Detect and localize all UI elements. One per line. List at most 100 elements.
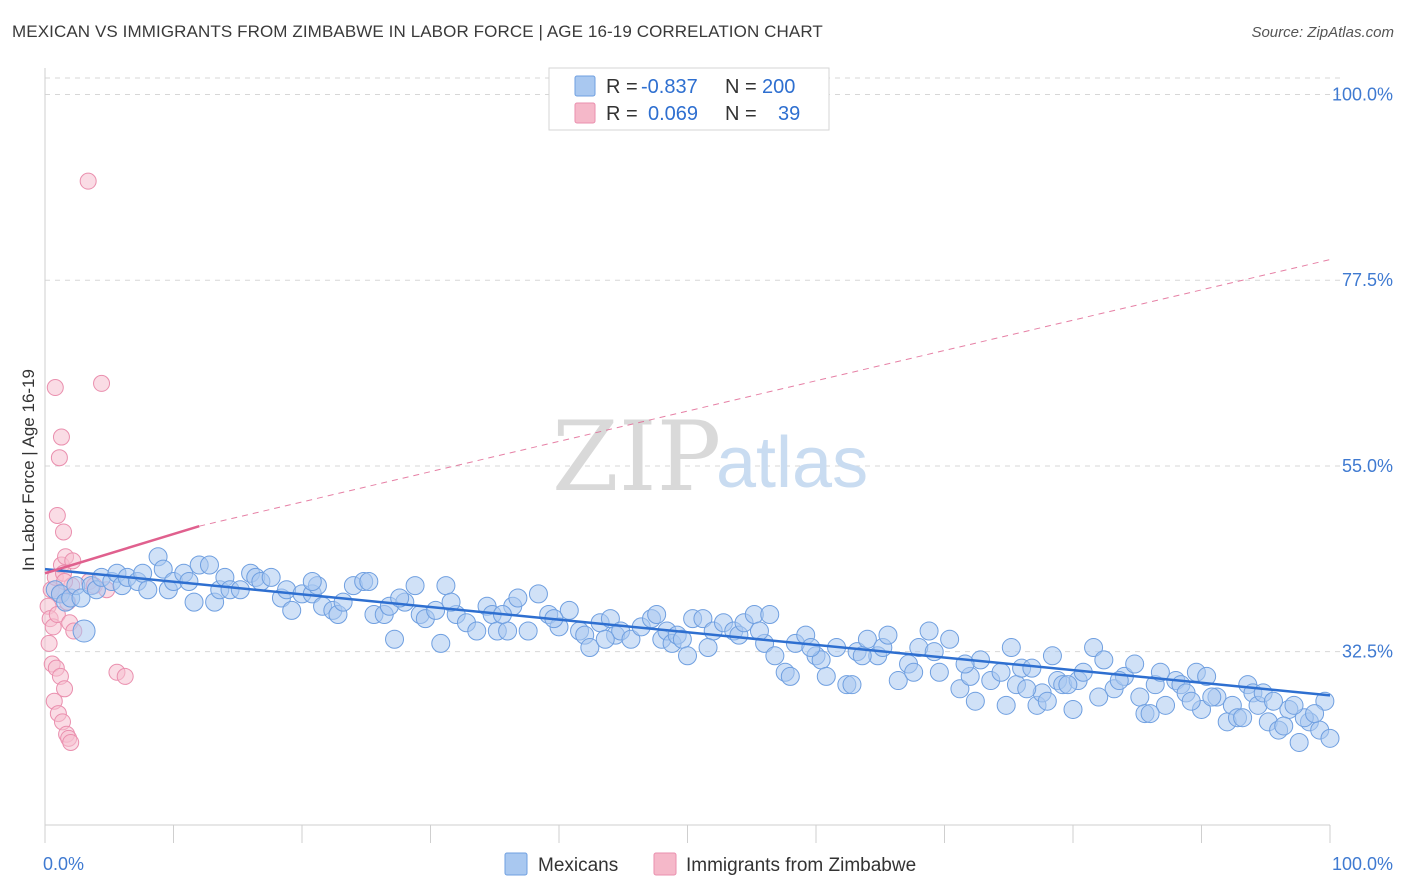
zimbabwe-point <box>93 374 111 392</box>
mexican-point <box>698 638 718 658</box>
mexicans-trend-line <box>44 567 1331 697</box>
mexican-point <box>1058 675 1078 695</box>
mexican-point <box>816 666 836 686</box>
legend-r-label: R = <box>606 103 638 125</box>
zimbabwe-point <box>116 667 134 685</box>
legend-bottom-swatch-mexicans <box>504 852 528 876</box>
legend-top: R = -0.837 N = 200 R = 0.069 N = 39 <box>548 67 830 131</box>
mexican-point <box>760 605 780 625</box>
mexican-point <box>749 621 769 641</box>
mexican-point <box>621 629 641 649</box>
mexican-point <box>765 646 785 666</box>
legend-n-value: 39 <box>778 103 800 125</box>
mexican-point <box>1202 687 1222 707</box>
x-tick-labels: 0.0% 100.0% <box>43 854 1393 874</box>
mexican-point <box>780 666 800 686</box>
mexican-point <box>1125 654 1145 674</box>
mexican-point <box>431 633 451 653</box>
mexican-point <box>1274 716 1294 736</box>
mexican-point <box>282 600 302 620</box>
mexican-point <box>647 605 667 625</box>
zimbabwe-point <box>62 733 80 751</box>
mexican-point <box>940 629 960 649</box>
legend-bottom: Mexicans Immigrants from Zimbabwe <box>504 852 916 876</box>
mexican-point <box>1037 691 1057 711</box>
mexican-point <box>1320 728 1340 748</box>
mexican-point <box>71 588 91 608</box>
mexican-point <box>1094 650 1114 670</box>
mexican-point <box>1284 695 1304 715</box>
legend-bottom-label-zimbabwe: Immigrants from Zimbabwe <box>686 855 916 876</box>
y-tick-label: 77.5% <box>1342 270 1393 290</box>
mexican-point <box>965 691 985 711</box>
chart-title: MEXICAN VS IMMIGRANTS FROM ZIMBABWE IN L… <box>12 22 823 41</box>
zimbabwe-point <box>55 523 73 541</box>
mexican-point <box>1156 695 1176 715</box>
mexican-point <box>1084 638 1104 658</box>
legend-r-value: 0.069 <box>648 103 698 125</box>
mexican-point <box>678 646 697 666</box>
mexican-point <box>441 592 461 612</box>
legend-bottom-label-mexicans: Mexicans <box>538 855 618 876</box>
zimbabwe-trend-line-solid <box>44 525 200 575</box>
mexican-point <box>842 675 862 695</box>
mexican-points <box>45 547 1340 752</box>
mexican-point <box>693 609 713 629</box>
mexican-point <box>991 662 1011 682</box>
mexican-point <box>467 621 487 641</box>
mexican-point <box>359 572 379 592</box>
zimbabwe-trend-line-dashed <box>199 259 1331 527</box>
grid <box>45 77 1340 653</box>
axes <box>44 68 1331 843</box>
legend-n-label: N = <box>725 103 757 125</box>
zimbabwe-point <box>48 506 66 524</box>
mexican-point <box>1150 662 1170 682</box>
mexican-point <box>1001 638 1021 658</box>
watermark-zip: ZIP <box>552 401 721 513</box>
mexican-point <box>72 619 96 643</box>
mexican-point <box>436 576 456 596</box>
zimbabwe-point <box>40 634 58 652</box>
y-tick-label: 32.5% <box>1342 642 1393 662</box>
mexican-point <box>1233 708 1253 728</box>
mexican-point <box>184 592 204 612</box>
mexican-point <box>153 559 173 579</box>
mexican-point <box>528 584 548 604</box>
mexican-point <box>1042 646 1062 666</box>
mexican-point <box>508 588 528 608</box>
x-tick-label: 0.0% <box>43 854 84 874</box>
legend-swatch-mexicans <box>574 75 596 97</box>
mexican-point <box>1140 704 1160 724</box>
mexican-point <box>498 621 518 641</box>
zimbabwe-point <box>56 680 74 698</box>
watermark-atlas: atlas <box>716 423 868 503</box>
mexican-point <box>405 576 425 596</box>
mexican-point <box>1197 666 1217 686</box>
mexican-point <box>385 629 405 649</box>
mexican-point <box>1181 691 1201 711</box>
mexican-point <box>261 567 281 587</box>
zimbabwe-point <box>52 428 70 446</box>
mexican-point <box>1315 691 1335 711</box>
mexican-point <box>801 638 821 658</box>
mexican-point <box>580 638 600 658</box>
zimbabwe-points <box>39 172 134 751</box>
mexican-point <box>1263 691 1283 711</box>
watermark: ZIP atlas <box>552 401 868 513</box>
mexican-point <box>950 679 970 699</box>
legend-n-label: N = <box>725 76 757 98</box>
mexican-point <box>518 621 538 641</box>
zimbabwe-point <box>50 449 68 467</box>
mexican-point <box>1089 687 1109 707</box>
y-tick-label: 55.0% <box>1342 456 1393 476</box>
mexican-point <box>333 592 353 612</box>
mexican-point <box>1022 658 1042 678</box>
trend-lines <box>44 259 1331 697</box>
mexican-point <box>878 625 898 645</box>
legend-r-label: R = <box>606 76 638 98</box>
mexican-point <box>1305 704 1325 724</box>
legend-n-value: 200 <box>762 76 795 98</box>
mexican-point <box>919 621 939 641</box>
mexican-point <box>302 572 322 592</box>
